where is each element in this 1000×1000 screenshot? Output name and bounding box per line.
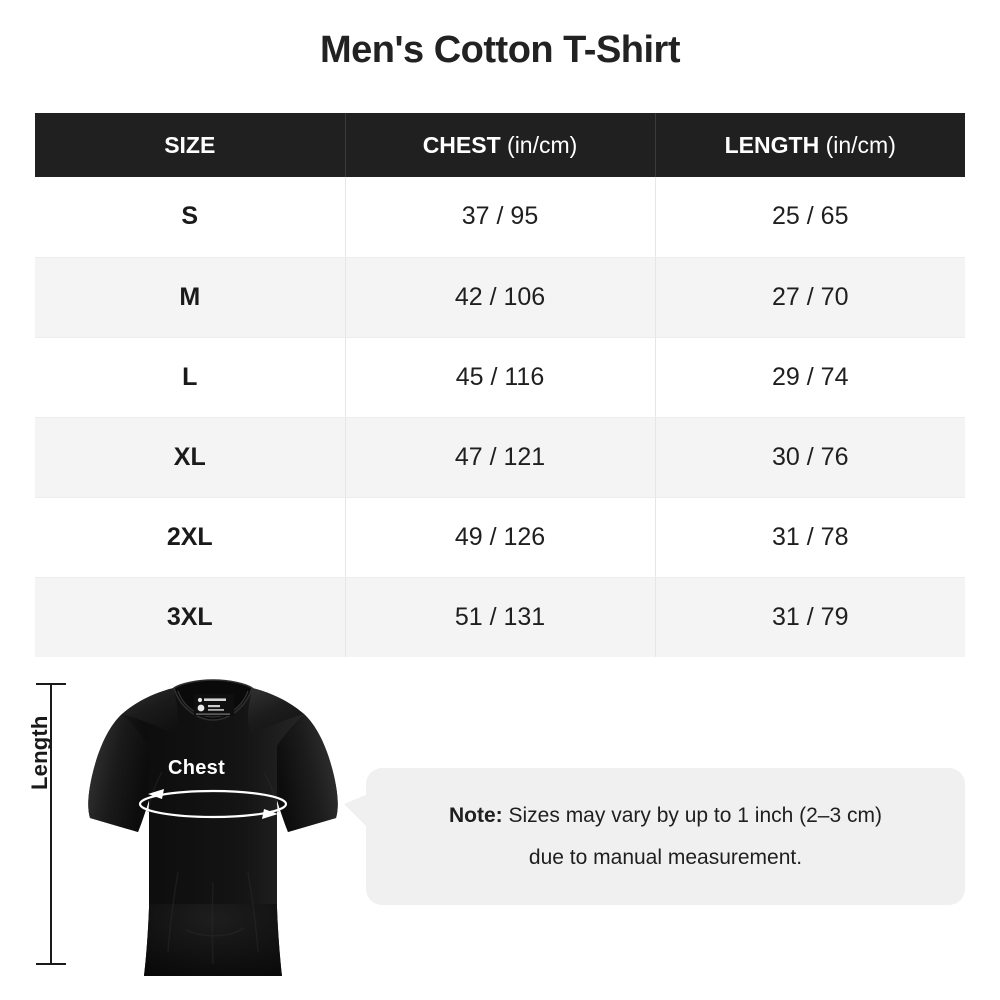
- length-dimension-line-icon: [36, 683, 72, 965]
- tshirt-shoulder-right: [247, 688, 304, 734]
- note-line-1: Note: Sizes may vary by up to 1 inch (2–…: [449, 803, 882, 828]
- cell-size: XL: [35, 417, 346, 498]
- cell-size: L: [35, 337, 346, 418]
- tshirt-icon: [88, 679, 338, 976]
- length-dimension-shaft: [50, 684, 52, 964]
- table-header-row: SIZE CHEST (in/cm) LENGTH (in/cm): [35, 113, 965, 177]
- cell-chest: 37 / 95: [345, 177, 656, 258]
- cell-size: 2XL: [35, 497, 346, 578]
- table-row: 3XL 51 / 131 31 / 79: [35, 577, 965, 657]
- chest-measurement-label: Chest: [168, 757, 226, 779]
- cell-chest: 45 / 116: [345, 337, 656, 418]
- note-line-2: due to manual measurement.: [528, 845, 803, 869]
- table-row: L 45 / 116 29 / 74: [35, 337, 965, 418]
- cell-chest: 49 / 126: [345, 497, 656, 578]
- column-header-length-main: LENGTH: [724, 131, 820, 158]
- note-line-1-text: Sizes may vary by up to 1 inch (2–3 cm): [502, 804, 882, 828]
- table-row: 2XL 49 / 126 31 / 78: [35, 497, 965, 578]
- cell-size: M: [35, 257, 346, 338]
- column-header-size: SIZE: [35, 113, 346, 177]
- cell-length: 27 / 70: [655, 257, 965, 338]
- length-dimension-cap-bottom: [36, 963, 66, 965]
- length-measurement-label: Length: [27, 715, 52, 790]
- note-prefix: Note:: [449, 804, 503, 828]
- size-chart-tbody: S 37 / 95 25 / 65 M 42 / 106 27 / 70 L 4…: [35, 177, 965, 657]
- cell-length: 31 / 79: [772, 602, 849, 631]
- cell-length: 30 / 76: [655, 417, 965, 498]
- column-header-length-unit: (in/cm): [819, 131, 896, 158]
- tshirt-shoulder-left: [122, 688, 179, 734]
- tshirt-hem: [144, 904, 282, 976]
- table-row: M 42 / 106 27 / 70: [35, 257, 965, 338]
- tshirt-image: [78, 672, 348, 990]
- tshirt-sleeve-right: [277, 714, 338, 832]
- column-header-size-main: SIZE: [164, 131, 216, 158]
- cell-chest: 47 / 121: [345, 417, 656, 498]
- tshirt-sleeve-left: [88, 714, 149, 832]
- tshirt-brand-label-icon: [194, 694, 234, 716]
- note-callout-bubble: Note: Sizes may vary by up to 1 inch (2–…: [344, 768, 965, 905]
- cell-chest: 51 / 131: [345, 577, 656, 657]
- column-header-chest: CHEST (in/cm): [345, 113, 656, 177]
- cell-chest: 42 / 106: [345, 257, 656, 338]
- column-header-length: LENGTH (in/cm): [655, 113, 965, 177]
- tshirt-collar-stitch: [177, 690, 249, 718]
- column-header-chest-unit: (in/cm): [500, 131, 578, 158]
- table-row: S 37 / 95 25 / 65: [35, 177, 965, 258]
- cell-length: 25 / 65: [655, 177, 965, 258]
- chest-measurement-arrow-icon: [138, 789, 288, 819]
- page-title: Men's Cotton T-Shirt: [320, 29, 681, 71]
- column-header-chest-main: CHEST: [422, 131, 501, 158]
- size-chart-table: SIZE CHEST (in/cm) LENGTH (in/cm) S 37 /…: [35, 113, 965, 657]
- cell-length: 31 / 78: [655, 497, 965, 578]
- table-row: XL 47 / 121 30 / 76: [35, 417, 965, 498]
- note-bubble-tail-icon: [344, 794, 368, 828]
- cell-size: 3XL: [35, 577, 346, 657]
- cell-size: S: [35, 177, 346, 258]
- cell-length: 29 / 74: [655, 337, 965, 418]
- size-chart-thead: SIZE CHEST (in/cm) LENGTH (in/cm): [35, 113, 965, 177]
